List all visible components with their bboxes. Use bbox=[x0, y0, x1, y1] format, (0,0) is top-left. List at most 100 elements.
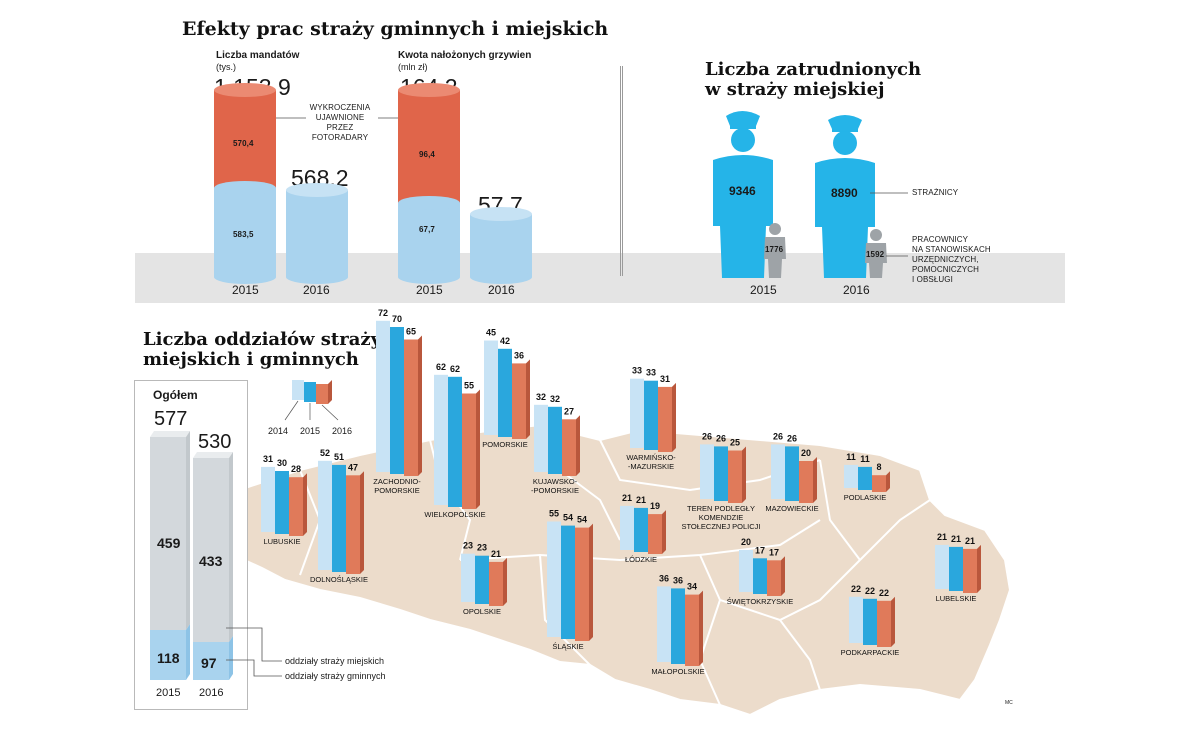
mandates-year-2016: 2016 bbox=[303, 283, 330, 297]
region-bar-12-0 bbox=[547, 521, 561, 637]
region-label-6-1: -MAZURSKIE bbox=[628, 462, 674, 471]
region-bar-5-0 bbox=[534, 404, 548, 472]
region-bar-side-7 bbox=[742, 446, 746, 503]
region-bar-8-2 bbox=[799, 461, 813, 503]
region-value-2-2: 65 bbox=[406, 327, 416, 337]
legend-commune: oddziały straży gminnych bbox=[285, 671, 386, 681]
region-bar-2-2 bbox=[404, 339, 418, 476]
region-bar-12-2 bbox=[575, 527, 589, 641]
region-bar-6-1 bbox=[644, 380, 658, 450]
region-bar-side-6 bbox=[672, 382, 676, 452]
region-value-6-2: 31 bbox=[660, 374, 670, 384]
region-bar-side-11 bbox=[503, 557, 507, 606]
fines-year-2016: 2016 bbox=[488, 283, 515, 297]
guard-figure-2016 bbox=[815, 115, 875, 278]
total-year-2015: 2015 bbox=[156, 687, 181, 699]
region-bar-side-5 bbox=[576, 415, 580, 476]
region-value-14-2: 21 bbox=[965, 536, 975, 546]
region-value-12-2: 54 bbox=[577, 515, 587, 525]
mandates-2015-cylinder bbox=[214, 83, 276, 284]
region-value-13-1: 17 bbox=[755, 545, 765, 555]
mandates-bottom-2015: 583,5 bbox=[233, 230, 254, 239]
region-bar-15-2 bbox=[685, 594, 699, 666]
legend-city: oddziały straży miejskich bbox=[285, 656, 385, 666]
staff-2015-value: 1776 bbox=[765, 245, 784, 254]
region-value-16-1: 22 bbox=[865, 586, 875, 596]
region-bar-side-2 bbox=[418, 335, 422, 476]
region-value-7-2: 25 bbox=[730, 438, 740, 448]
radar-note: WYKROCZENIA UJAWNIONE PRZEZ FOTORADARY bbox=[309, 103, 371, 142]
region-value-4-1: 42 bbox=[500, 336, 510, 346]
key-2016: 2016 bbox=[332, 426, 353, 436]
region-group-14: 21 21 21 LUBELSKIE bbox=[935, 532, 981, 603]
region-bar-side-16 bbox=[891, 596, 895, 647]
region-label-12-0: ŚLĄSKIE bbox=[552, 642, 583, 651]
region-bar-2-1 bbox=[390, 327, 404, 474]
region-value-2-0: 72 bbox=[378, 308, 388, 318]
region-value-14-1: 21 bbox=[951, 534, 961, 544]
region-group-12: 55 54 54 ŚLĄSKIE bbox=[547, 509, 593, 651]
staff-2016-value: 1592 bbox=[866, 250, 885, 259]
region-value-15-1: 36 bbox=[673, 575, 683, 585]
fines-unit: (mln zł) bbox=[398, 62, 428, 72]
region-bar-side-12 bbox=[589, 523, 593, 641]
region-bar-0-2 bbox=[289, 477, 303, 536]
region-bar-8-1 bbox=[785, 446, 799, 501]
total-2015-value: 577 bbox=[154, 408, 188, 430]
region-label-13-0: ŚWIĘTOKRZYSKIE bbox=[727, 597, 794, 606]
region-bar-3-0 bbox=[434, 374, 448, 505]
region-value-7-1: 26 bbox=[716, 433, 726, 443]
region-bar-side-15 bbox=[699, 590, 703, 666]
guards-2015-value: 9346 bbox=[729, 184, 756, 198]
region-label-16-0: PODKARPACKIE bbox=[841, 648, 900, 657]
region-label-2-0: ZACHODNIO- bbox=[373, 477, 421, 486]
region-bar-side-4 bbox=[526, 359, 530, 439]
region-label-2-1: POMORSKIE bbox=[374, 486, 419, 495]
region-bar-14-0 bbox=[935, 544, 949, 589]
region-bar-4-0 bbox=[484, 340, 498, 435]
region-value-8-1: 26 bbox=[787, 433, 797, 443]
region-bar-14-1 bbox=[949, 546, 963, 591]
region-group-16: 22 22 22 PODKARPACKIE bbox=[841, 584, 900, 657]
region-value-6-1: 33 bbox=[646, 368, 656, 378]
region-bar-5-1 bbox=[548, 406, 562, 474]
region-value-4-2: 36 bbox=[514, 350, 524, 360]
region-bar-side-3 bbox=[476, 389, 480, 509]
region-value-12-0: 55 bbox=[549, 509, 559, 519]
label-staff: PRACOWNICY NA STANOWISKACH URZĘDNICZYCH, PO… bbox=[912, 235, 991, 284]
region-bar-side-8 bbox=[813, 457, 817, 503]
region-label-7-1: KOMENDZIE bbox=[699, 513, 744, 522]
region-bar-11-2 bbox=[489, 561, 503, 606]
region-bar-16-1 bbox=[863, 598, 877, 645]
region-bar-side-9 bbox=[886, 471, 890, 492]
region-value-0-1: 30 bbox=[277, 458, 287, 468]
region-bar-side-0 bbox=[303, 473, 307, 536]
region-value-11-0: 23 bbox=[463, 541, 473, 551]
region-value-12-1: 54 bbox=[563, 513, 573, 523]
region-value-10-2: 19 bbox=[650, 501, 660, 511]
region-label-15-0: MAŁOPOLSKIE bbox=[651, 667, 704, 676]
region-group-4: 45 42 36 POMORSKIE bbox=[482, 328, 530, 449]
region-bar-side-14 bbox=[977, 544, 981, 593]
key-2015: 2015 bbox=[300, 426, 321, 436]
region-label-1-0: DOLNOŚLĄSKIE bbox=[310, 575, 368, 584]
city-2016-value: 97 bbox=[201, 655, 217, 671]
mandates-2016-cylinder bbox=[286, 183, 348, 284]
region-bar-side-1 bbox=[360, 471, 364, 574]
region-group-0: 31 30 28 LUBUSKIE bbox=[261, 454, 307, 546]
region-bar-3-2 bbox=[462, 393, 476, 509]
region-label-7-0: TEREN PODLEGŁY bbox=[687, 504, 755, 513]
region-group-8: 26 26 20 MAZOWIECKIE bbox=[765, 431, 818, 513]
region-value-1-1: 51 bbox=[334, 452, 344, 462]
region-bar-9-0 bbox=[844, 464, 858, 488]
units-title: Liczba oddziałów straży miejskich i gminn… bbox=[143, 329, 382, 370]
region-label-8-0: MAZOWIECKIE bbox=[765, 504, 818, 513]
region-bar-13-1 bbox=[753, 558, 767, 594]
region-label-4-0: POMORSKIE bbox=[482, 440, 527, 449]
region-value-11-2: 21 bbox=[491, 549, 501, 559]
staff-figure-2015 bbox=[764, 223, 786, 278]
region-value-3-0: 62 bbox=[436, 362, 446, 372]
credit: MC bbox=[1005, 700, 1013, 706]
